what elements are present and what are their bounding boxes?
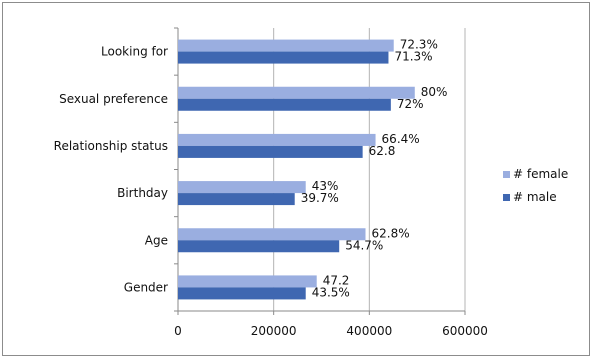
legend-swatch xyxy=(503,194,510,201)
bar-female xyxy=(178,133,376,146)
bar-female xyxy=(178,181,306,194)
category-label: Looking for xyxy=(101,45,168,59)
category-label: Gender xyxy=(124,280,168,294)
bar-female xyxy=(178,228,366,241)
legend-label: # female xyxy=(513,167,568,181)
data-label-female: 72.3% xyxy=(400,38,438,52)
category-label: Age xyxy=(145,233,168,247)
category-label: Relationship status xyxy=(54,139,168,153)
x-tick-label: 400000 xyxy=(346,324,392,338)
bar-male xyxy=(178,287,306,300)
legend-swatch xyxy=(503,171,510,178)
category-label: Sexual preference xyxy=(59,92,168,106)
x-tick-label: 200000 xyxy=(251,324,297,338)
data-label-female: 47.2 xyxy=(323,273,350,287)
data-label-female: 62.8% xyxy=(372,226,410,240)
data-label-male: 43.5% xyxy=(312,285,350,299)
bar-female xyxy=(178,39,394,52)
bar-male xyxy=(178,193,295,206)
bar-female xyxy=(178,86,415,99)
x-tick-label: 600000 xyxy=(442,324,488,338)
bar-male xyxy=(178,145,363,158)
x-tick-label: 0 xyxy=(174,324,182,338)
legend-label: # male xyxy=(513,190,557,204)
data-label-male: 71.3% xyxy=(394,50,432,64)
data-label-male: 39.7% xyxy=(301,191,339,205)
bar-male xyxy=(178,51,389,64)
data-label-male: 72% xyxy=(397,97,424,111)
bar-male xyxy=(178,98,391,111)
category-label: Birthday xyxy=(117,186,168,200)
data-label-male: 54.7% xyxy=(345,238,383,252)
data-label-female: 80% xyxy=(421,85,448,99)
data-label-female: 66.4% xyxy=(382,132,420,146)
bar-female xyxy=(178,275,317,288)
bar-male xyxy=(178,240,340,253)
data-label-female: 43% xyxy=(312,179,339,193)
data-label-male: 62.8 xyxy=(369,144,396,158)
